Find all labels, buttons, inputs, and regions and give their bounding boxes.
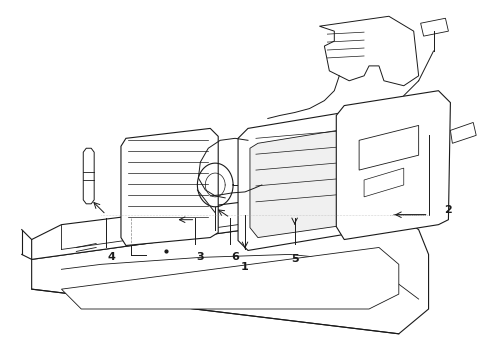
- Polygon shape: [450, 122, 476, 143]
- Polygon shape: [83, 148, 94, 204]
- Polygon shape: [250, 126, 372, 238]
- Polygon shape: [32, 185, 429, 260]
- Polygon shape: [364, 168, 404, 197]
- Polygon shape: [319, 16, 418, 86]
- Polygon shape: [61, 247, 399, 309]
- Circle shape: [384, 215, 390, 221]
- Polygon shape: [382, 153, 397, 178]
- Polygon shape: [121, 129, 218, 246]
- Polygon shape: [238, 109, 382, 251]
- Text: 4: 4: [107, 252, 115, 262]
- Text: 1: 1: [241, 262, 249, 272]
- Polygon shape: [336, 91, 450, 239]
- Text: 6: 6: [231, 252, 239, 262]
- Polygon shape: [32, 210, 429, 334]
- Text: 5: 5: [291, 255, 298, 264]
- Polygon shape: [420, 18, 448, 36]
- Text: 2: 2: [444, 205, 452, 215]
- Text: 3: 3: [196, 252, 204, 262]
- Polygon shape: [359, 125, 418, 170]
